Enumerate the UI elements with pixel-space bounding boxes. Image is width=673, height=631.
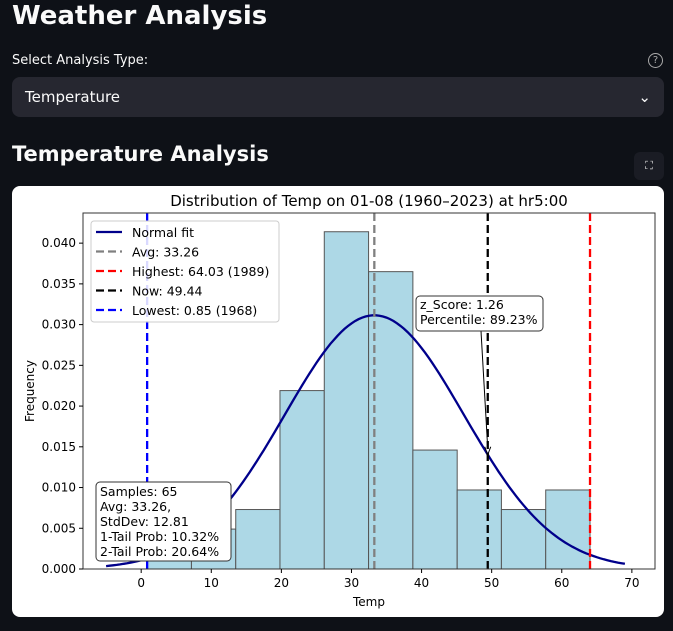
x-tick-label: 60 (554, 576, 569, 590)
stats-text: StdDev: 12.81 (100, 514, 189, 529)
stats-text: 2-Tail Prob: 20.64% (100, 544, 219, 559)
x-tick-label: 70 (624, 576, 639, 590)
y-axis-label: Frequency (23, 360, 37, 422)
histogram-bar (279, 390, 325, 570)
y-tick-label: 0.025 (42, 358, 76, 372)
legend-entry: Avg: 33.26 (132, 245, 199, 260)
chevron-down-icon: ⌄ (638, 88, 651, 106)
histogram-bar (545, 489, 591, 570)
x-tick-label: 40 (414, 576, 429, 590)
x-tick-label: 30 (344, 576, 359, 590)
annotation-text: z_Score: 1.26 (420, 297, 504, 312)
stats-text: Samples: 65 (100, 484, 177, 499)
stats-box (95, 481, 232, 562)
chart-title: Distribution of Temp on 01-08 (1960–2023… (170, 192, 568, 210)
y-tick-label: 0.005 (42, 521, 76, 535)
x-axis-label: Temp (352, 595, 385, 609)
y-tick-label: 0.040 (42, 236, 76, 250)
stats-text: Avg: 33.26, (100, 499, 171, 514)
select-value: Temperature (25, 88, 121, 106)
histogram-bar (235, 509, 281, 570)
histogram-bar (500, 509, 547, 570)
x-tick-label: 0 (137, 576, 145, 590)
annotation-text: Percentile: 89.23% (420, 312, 538, 327)
histogram-bar (412, 449, 458, 570)
annotation-arrow (480, 330, 489, 449)
annotation-box (415, 295, 544, 332)
histogram-bar (368, 271, 414, 570)
y-tick-label: 0.000 (42, 562, 76, 576)
stats-text: 1-Tail Prob: 10.32% (100, 529, 219, 544)
y-tick-label: 0.020 (42, 399, 76, 413)
y-tick-label: 0.035 (42, 277, 76, 291)
y-tick-label: 0.010 (42, 481, 76, 495)
question-circle-icon[interactable]: ? (648, 53, 663, 68)
plot-frame (82, 212, 656, 570)
analysis-type-select[interactable]: Temperature ⌄ (12, 77, 664, 117)
legend-entry: Highest: 64.03 (1989) (132, 264, 269, 279)
select-label: Select Analysis Type: (12, 53, 149, 68)
histogram-bar (456, 489, 502, 570)
legend-entry: Lowest: 0.85 (1968) (132, 303, 257, 318)
legend-box (90, 220, 280, 323)
arrow-head (484, 446, 492, 457)
y-tick-label: 0.015 (42, 440, 76, 454)
y-tick-label: 0.030 (42, 318, 76, 332)
legend-entry: Normal fit (132, 225, 194, 240)
x-tick-label: 20 (274, 576, 289, 590)
legend-entry: Now: 49.44 (132, 284, 203, 299)
fullscreen-icon[interactable]: ⛶ (634, 152, 664, 180)
histogram-bar (323, 231, 370, 570)
app-title: Weather Analysis (12, 1, 268, 31)
x-tick-label: 50 (484, 576, 499, 590)
x-tick-label: 10 (204, 576, 219, 590)
section-title: Temperature Analysis (12, 142, 269, 166)
